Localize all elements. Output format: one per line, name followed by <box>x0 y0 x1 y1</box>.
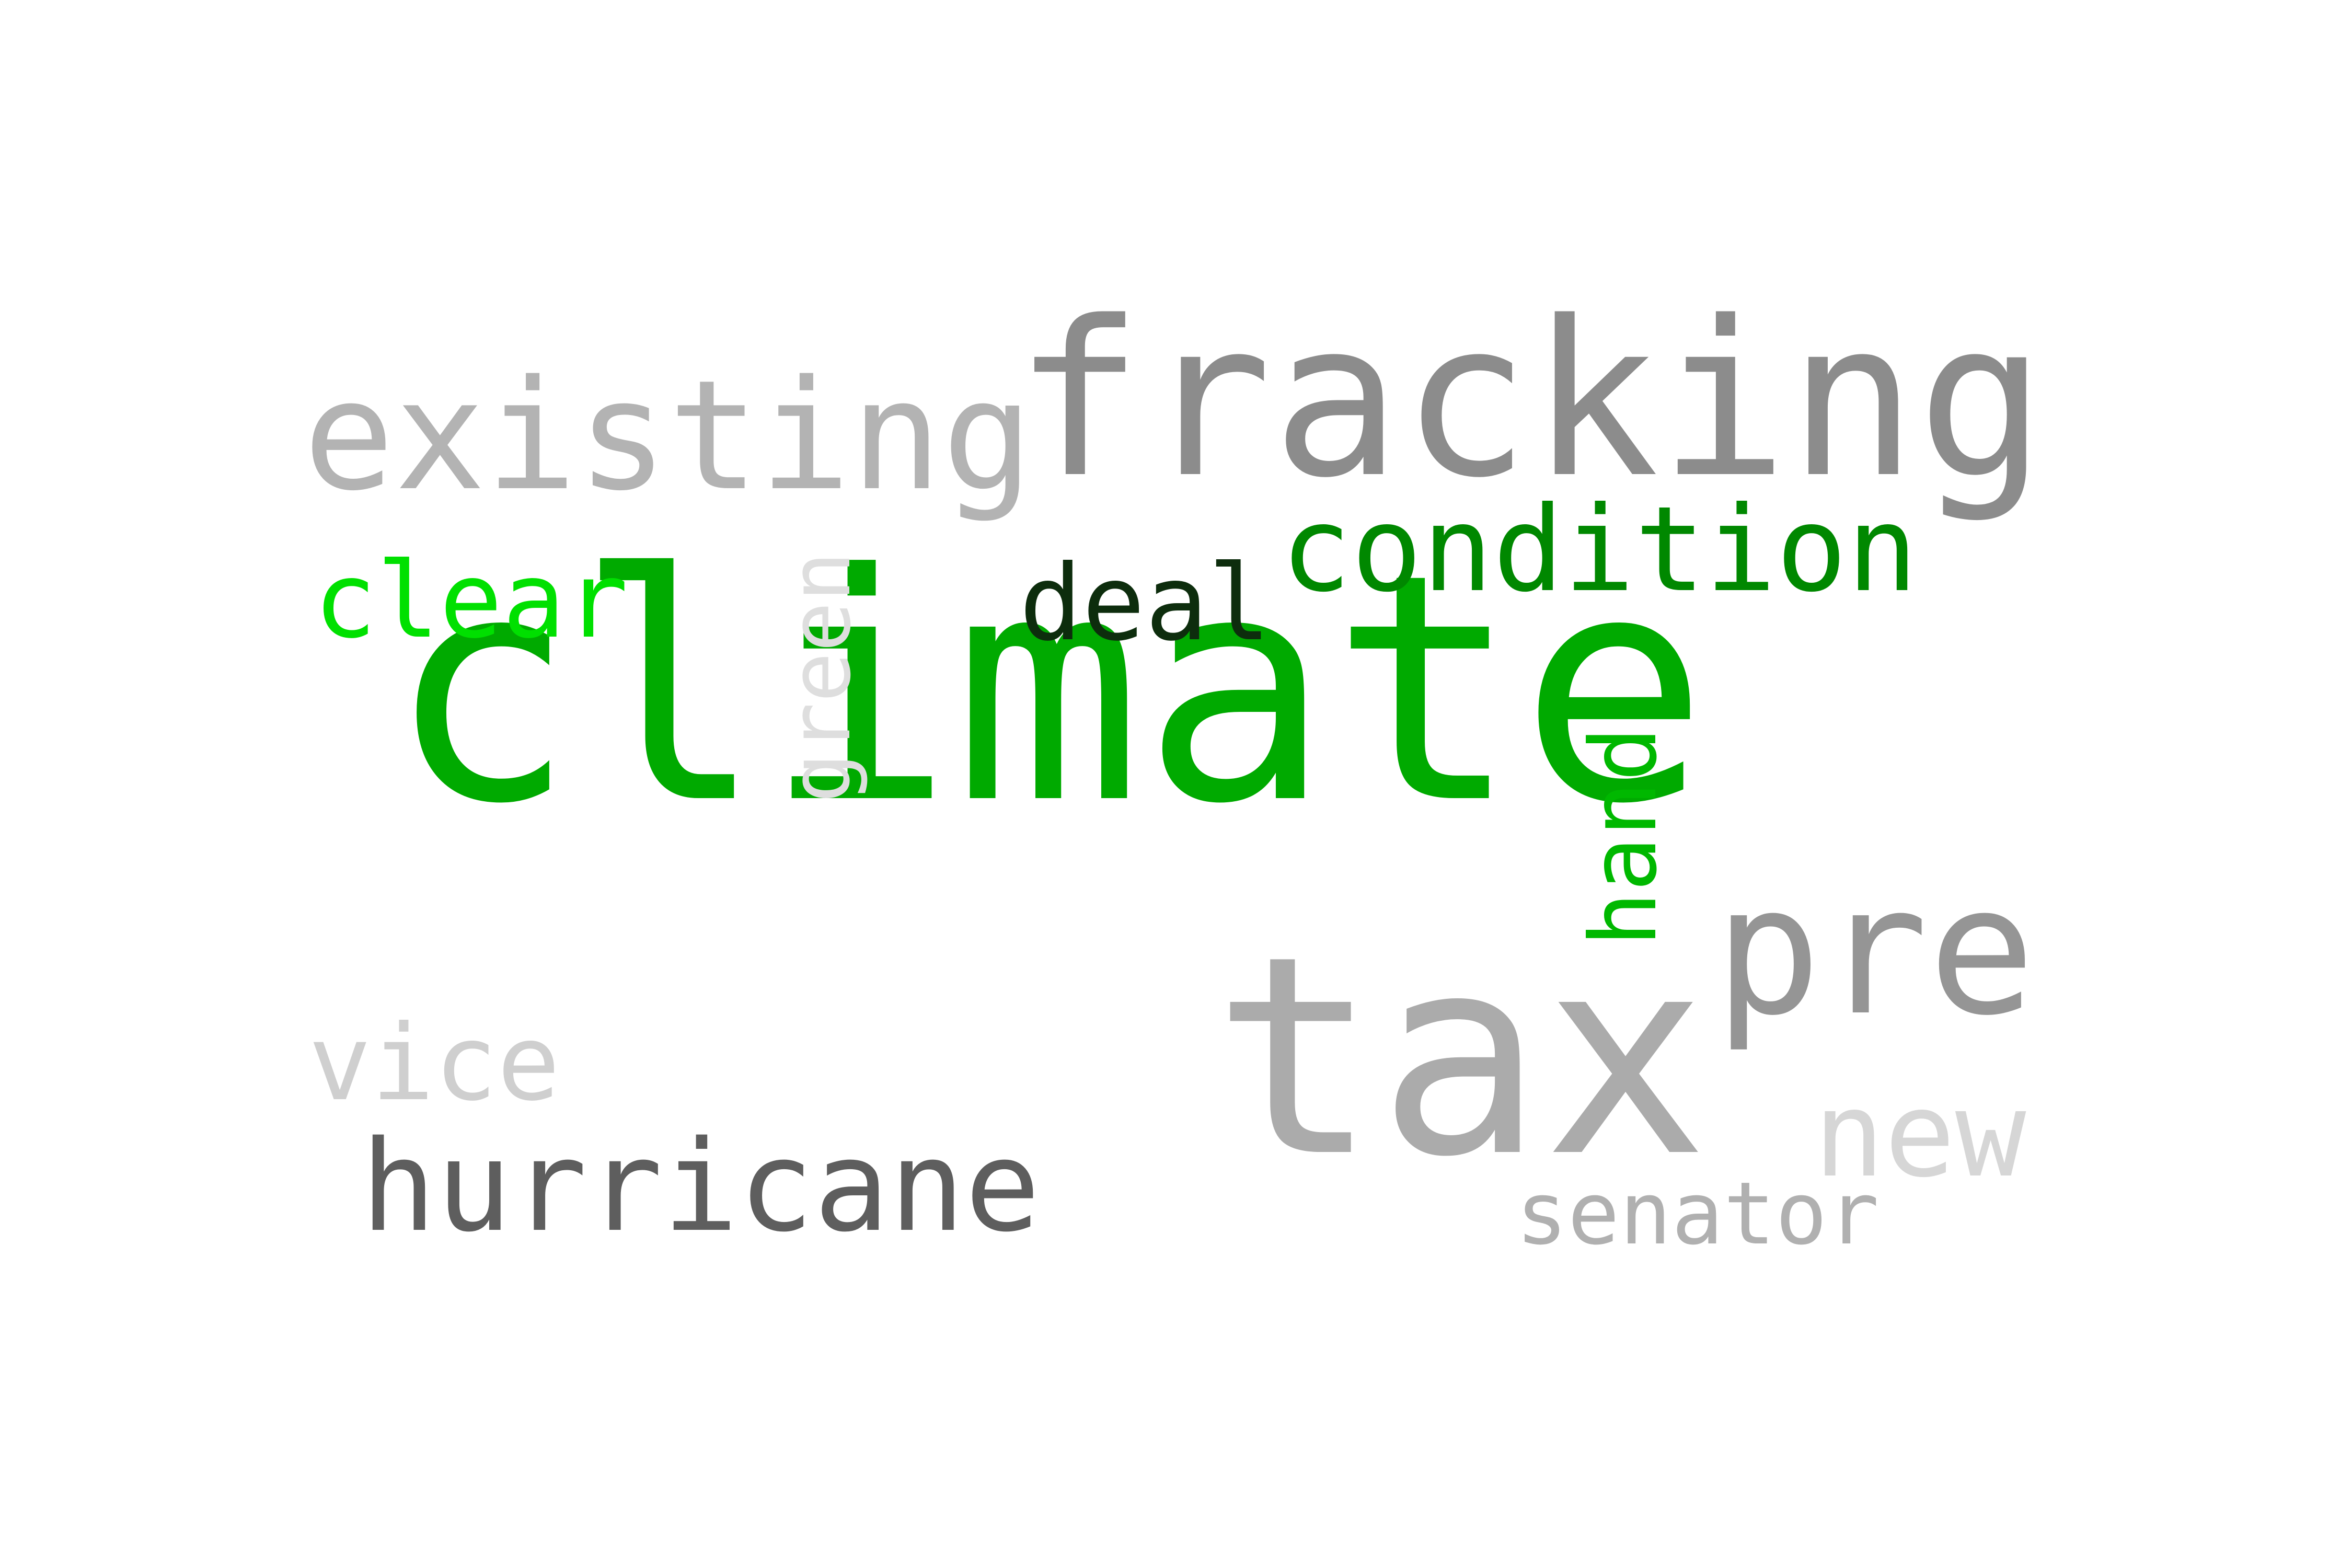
word-clear: clear <box>314 540 629 662</box>
word-hand: hand <box>1571 727 1677 947</box>
word-hurricane: hurricane <box>361 1113 1041 1260</box>
word-pre: pre <box>1714 848 2036 1055</box>
word-fracking: fracking <box>1014 275 2046 525</box>
word-green: green <box>771 551 869 803</box>
word-senator: senator <box>1516 1163 1880 1264</box>
word-condition: condition <box>1281 481 1918 618</box>
word-vice: vice <box>308 1002 560 1124</box>
word-tax: tax <box>1213 897 1709 1217</box>
word-deal: deal <box>1019 543 1271 664</box>
word-climate: climate <box>387 507 1709 872</box>
word-existing: existing <box>303 348 1033 524</box>
word-new: new <box>1814 1067 2026 1204</box>
